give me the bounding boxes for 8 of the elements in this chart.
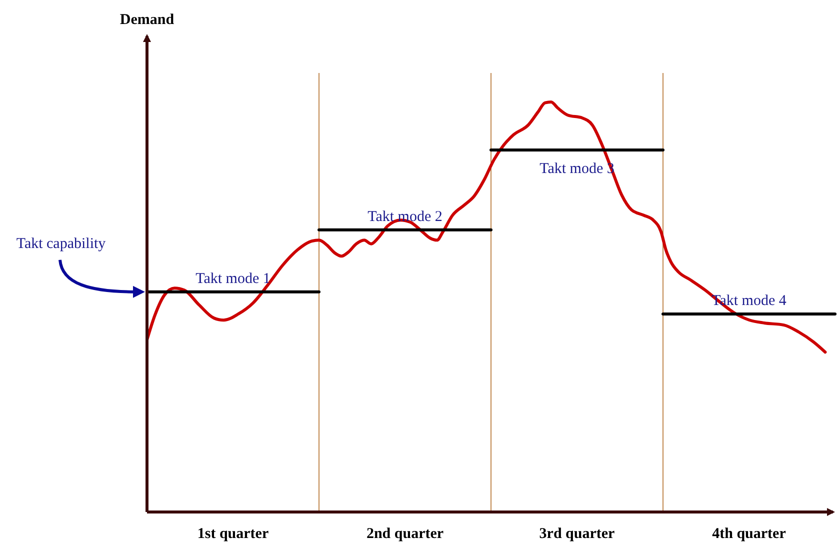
x-tick-label: 3rd quarter <box>539 526 616 542</box>
x-tick-label: 4th quarter <box>712 526 786 542</box>
y-axis-title: Demand <box>120 12 175 28</box>
x-tick-label: 1st quarter <box>197 526 269 542</box>
series-label: Takt mode 1 <box>196 270 270 287</box>
text: Takt capability <box>16 236 106 252</box>
series-label: Takt mode 2 <box>368 208 442 225</box>
x-tick-label: 2nd quarter <box>366 526 444 542</box>
